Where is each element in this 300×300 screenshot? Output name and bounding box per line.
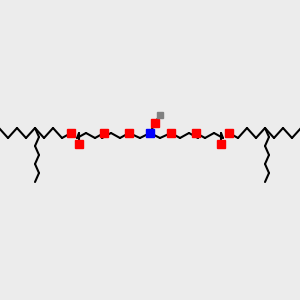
Bar xyxy=(125,129,133,137)
Bar xyxy=(146,129,154,137)
Bar xyxy=(157,112,163,118)
Bar xyxy=(100,129,108,137)
Bar xyxy=(217,140,225,148)
Bar xyxy=(167,129,175,137)
Bar xyxy=(75,140,83,148)
Bar xyxy=(225,129,233,137)
Bar xyxy=(67,129,75,137)
Bar xyxy=(151,119,159,127)
Bar xyxy=(192,129,200,137)
